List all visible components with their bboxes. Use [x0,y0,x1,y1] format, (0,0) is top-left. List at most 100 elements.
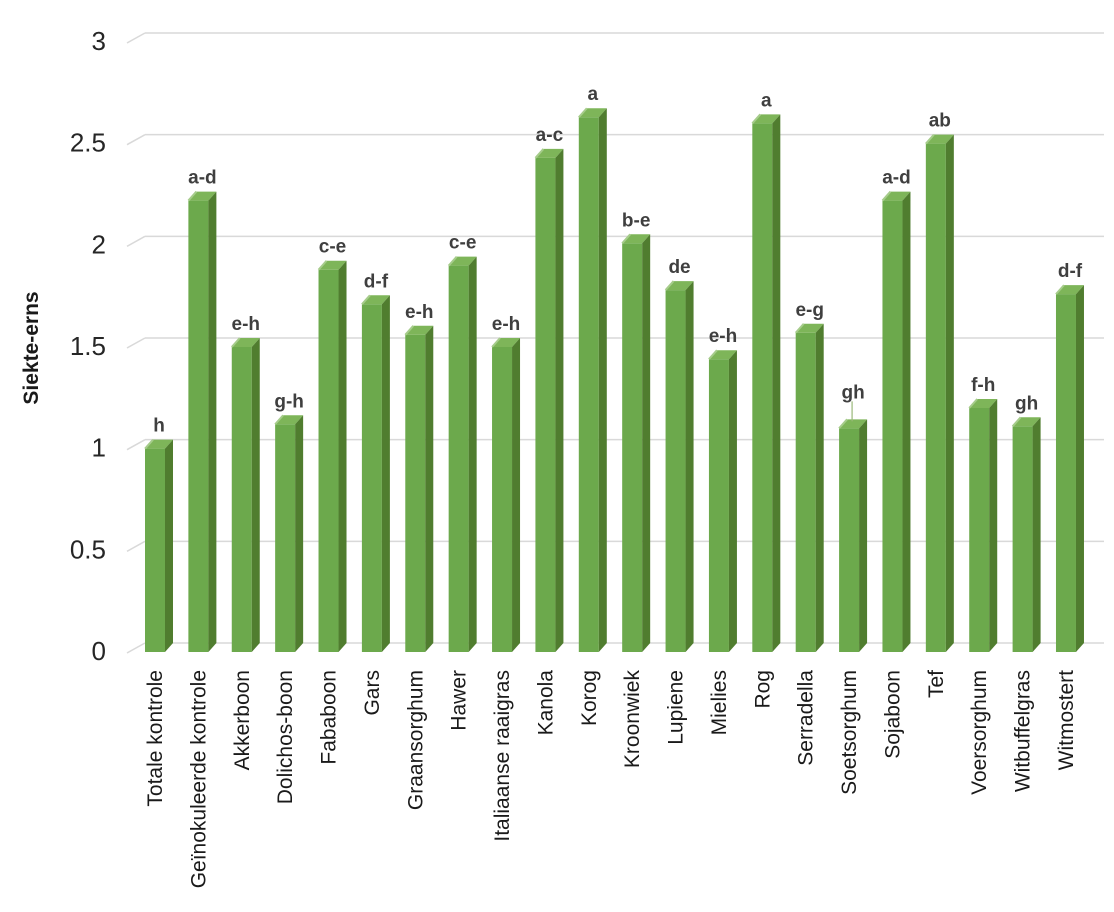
category-label: Witbuffelgras [1012,670,1035,792]
category-label: Hawer [448,670,471,731]
bar-totale-kontrole [144,439,173,652]
y-tick-label: 2 [92,229,106,259]
bar-front-face [318,269,339,652]
bar-front-face [145,448,165,652]
bar-side-face [1032,417,1041,652]
bar-korog [578,107,607,653]
bar-front-face [275,424,296,652]
bar-side-face [381,295,390,652]
significance-label: e-h [232,314,261,335]
bar-top-highlight [664,280,675,291]
bar-top-highlight [794,323,805,334]
category-label: Gars [361,670,384,716]
bar-front-face [665,290,686,652]
bar-front-face [969,408,990,652]
bar-side-face [859,419,868,652]
bar-top-highlight [274,414,284,425]
significance-label: ab [929,111,951,132]
y-tick-label: 2.5 [70,128,106,158]
bar-top-highlight [708,349,718,360]
category-label: Tef [925,670,948,698]
bar-front-face [188,200,209,652]
bar-front-face [882,200,903,652]
category-label: Mielies [708,670,731,735]
gridline-perspective-tick [126,134,146,146]
significance-label: d-f [1058,261,1083,282]
bar-side-face [555,148,564,652]
y-axis-title: Siekte-erns [20,291,43,405]
bar-kanola [534,148,564,652]
significance-label: de [668,257,690,278]
significance-label: e-h [492,314,521,335]
category-label: Soetsorghum [838,670,861,795]
bar-side-face [251,338,260,652]
gridline-perspective-tick [126,337,146,349]
bar-top-highlight [838,418,848,429]
bar-fababoon [317,260,347,652]
bar-side-face [902,191,911,652]
bar-ge-nokuleerde-kontrole [187,190,217,652]
significance-label: e-h [709,326,738,347]
significance-label: h [153,416,165,437]
bar-top-highlight [187,190,198,202]
significance-label: g-h [274,391,304,412]
bar-side-face [1075,285,1084,652]
bar-side-face [425,325,434,652]
category-label: Geïnokuleerde kontrole [187,670,210,888]
bar-front-face [578,117,599,653]
bar-side-face [598,108,607,653]
bar-top-highlight [751,113,762,124]
bar-front-face [622,243,643,653]
category-label: Korog [578,670,601,726]
category-label: Fababoon [318,670,341,765]
significance-label: b-e [622,210,651,231]
bar-front-face [361,304,382,652]
bar-tef [925,134,954,653]
bar-graansorghum [404,325,434,652]
category-label: Akkerboon [231,670,254,770]
bar-front-face [1055,294,1076,652]
bar-side-face [685,281,694,652]
bar-mielies [708,349,737,652]
category-label: Witmostert [1055,670,1078,771]
bar-top-highlight [317,260,328,271]
bar-side-face [338,260,347,652]
y-tick-label: 1.5 [70,331,106,361]
bar-side-face [208,191,217,652]
bar-top-highlight [1011,416,1022,427]
bar-side-face [165,439,173,652]
bar-serradella [794,323,824,652]
bar-side-face [295,415,304,652]
bar-akkerboon [231,337,260,652]
bar-front-face [925,143,946,653]
bar-side-face [945,134,954,653]
category-label: Kroonwiek [621,670,644,769]
bar-voersorghum [968,398,998,652]
bar-top-highlight [404,325,415,336]
category-label: Serradella [795,670,818,766]
category-label: Totale kontrole [144,670,167,807]
y-tick-label: 0.5 [70,534,106,564]
bar-side-face [815,323,824,652]
category-label: Kanola [534,670,557,736]
category-label: Lupiene [665,670,688,745]
bar-soetsorghum [838,418,868,652]
gridline-perspective-tick [126,540,146,552]
bar-side-face [989,399,998,652]
significance-label: a [761,90,772,111]
y-tick-label: 3 [92,26,106,56]
bar-rog [751,113,781,652]
bar-top-highlight [881,190,892,202]
bar-front-face [795,332,816,652]
bar-top-highlight [1055,284,1065,295]
bar-side-face [772,114,781,652]
bar-side-face [728,350,737,652]
bar-top-highlight [231,337,241,348]
significance-label: c-e [319,237,346,258]
gridline-perspective-tick [126,642,146,654]
bar-lupiene [664,280,694,652]
bar-kroonwiek [621,233,651,653]
bar-top-highlight [534,148,545,159]
bar-witbuffelgras [1011,416,1041,652]
